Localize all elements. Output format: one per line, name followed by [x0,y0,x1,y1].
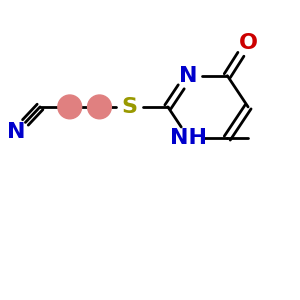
Circle shape [58,95,82,119]
Circle shape [88,95,111,119]
Text: N: N [7,122,26,142]
Text: S: S [121,97,137,117]
Text: O: O [238,33,258,53]
Text: NH: NH [170,128,207,148]
Text: N: N [179,66,198,86]
